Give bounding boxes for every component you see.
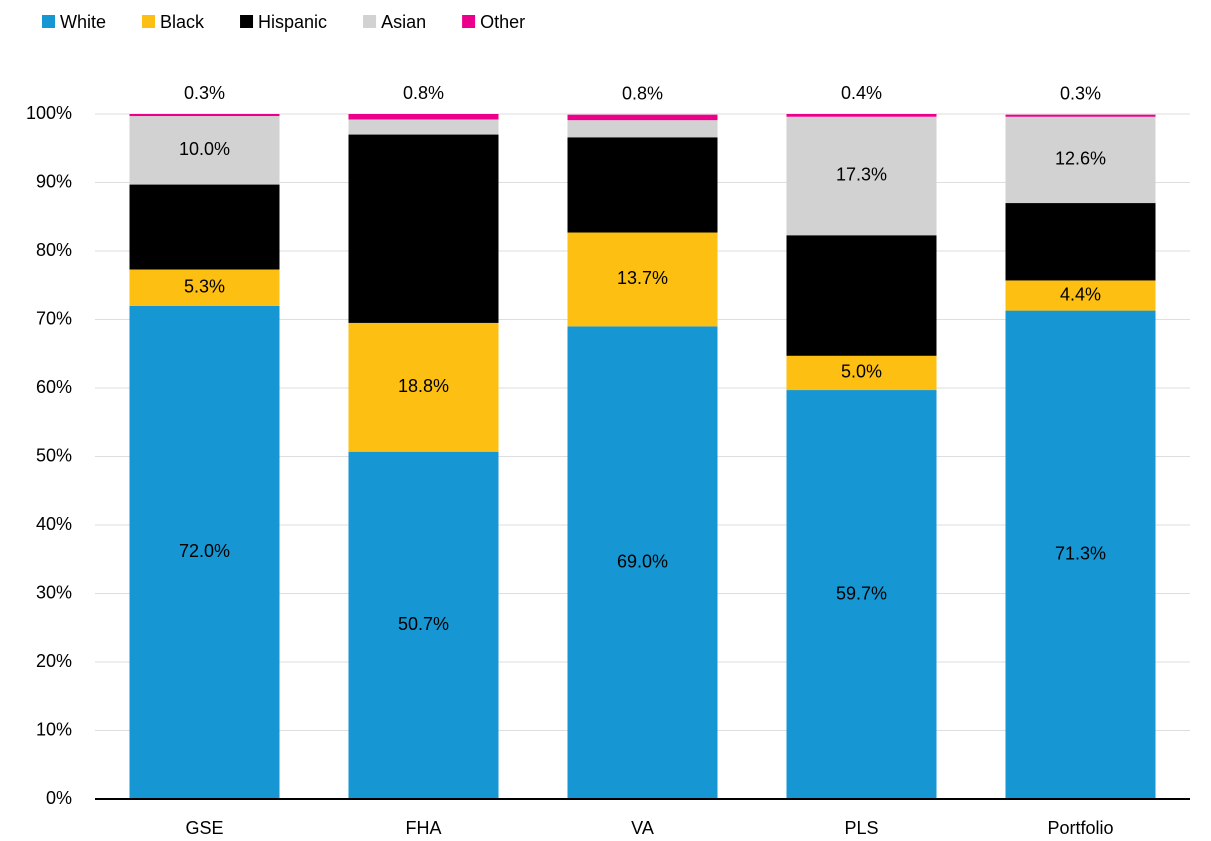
legend-swatch <box>462 15 476 28</box>
x-tick-label: GSE <box>185 818 223 838</box>
bar-segment <box>1005 116 1156 204</box>
y-tick-label: 100% <box>26 103 72 123</box>
bar-segment <box>129 116 280 185</box>
data-label: 12.6% <box>1055 149 1106 169</box>
legend-label: Asian <box>381 12 426 32</box>
y-tick-label: 0% <box>46 788 72 808</box>
bar-segment <box>1005 203 1156 281</box>
bar-segment <box>348 119 499 135</box>
bar-segment <box>567 120 718 138</box>
legend-swatch <box>42 15 55 28</box>
bar-segment <box>786 114 937 117</box>
data-label: 0.4% <box>841 83 882 103</box>
legend-swatch <box>363 15 377 28</box>
data-label: 50.7% <box>398 614 449 634</box>
legend-label: Other <box>480 12 525 32</box>
legend-label: White <box>60 12 106 32</box>
bar-segment <box>129 269 280 306</box>
legend-swatch <box>142 15 156 28</box>
data-label: 72.0% <box>179 541 230 561</box>
bar-segment <box>786 235 937 356</box>
bar-segment <box>129 184 280 270</box>
data-label: 13.9% <box>617 174 668 194</box>
bar-segment <box>786 390 937 799</box>
data-label: 71.3% <box>1055 544 1106 564</box>
data-label: 13.7% <box>617 268 668 288</box>
bar-segment <box>567 137 718 233</box>
bar-segment <box>567 232 718 327</box>
data-label: 2.5% <box>622 138 663 158</box>
x-tick-label: FHA <box>406 818 442 838</box>
data-label: 5.3% <box>184 276 225 296</box>
y-tick-label: 20% <box>36 651 72 671</box>
y-tick-label: 80% <box>36 240 72 260</box>
bar-segment <box>348 114 499 120</box>
data-label: 12.4% <box>179 216 230 236</box>
x-tick-label: VA <box>631 818 654 838</box>
data-label: 11.3% <box>1056 231 1106 251</box>
x-tick-label: Portfolio <box>1047 818 1113 838</box>
bar-segment <box>567 114 718 121</box>
data-label: 0.8% <box>622 83 663 103</box>
bar-segment <box>129 305 280 799</box>
data-label: 10.0% <box>179 139 230 159</box>
y-tick-label: 40% <box>36 514 72 534</box>
data-label: 27.5% <box>398 217 449 237</box>
data-label: 4.4% <box>1060 284 1101 304</box>
bar-segment <box>348 134 499 323</box>
legend-label: Black <box>160 12 205 32</box>
data-label: 0.8% <box>403 83 444 103</box>
bar-segment <box>129 114 280 117</box>
bar-segment <box>786 355 937 391</box>
bar-segment <box>348 451 499 799</box>
y-tick-label: 30% <box>36 582 72 602</box>
bar-segment <box>567 326 718 799</box>
legend-label: Hispanic <box>258 12 327 32</box>
bar-segment <box>1005 280 1156 311</box>
data-label: 17.6% <box>836 284 887 304</box>
data-label: 59.7% <box>836 583 887 603</box>
y-tick-label: 90% <box>36 171 72 191</box>
bar-segment <box>1005 114 1156 117</box>
data-label: 18.8% <box>398 376 449 396</box>
data-label: 69.0% <box>617 551 668 571</box>
y-tick-label: 70% <box>36 308 72 328</box>
data-label: 17.3% <box>836 165 887 185</box>
bar-segment <box>1005 310 1156 799</box>
data-label: 0.3% <box>184 83 225 103</box>
y-tick-label: 50% <box>36 445 72 465</box>
bar-segment <box>348 322 499 452</box>
data-label: 0.3% <box>1060 83 1101 103</box>
x-tick-label: PLS <box>844 818 878 838</box>
y-tick-label: 10% <box>36 719 72 739</box>
data-label: 5.0% <box>841 362 882 382</box>
y-tick-label: 60% <box>36 377 72 397</box>
bar-segment <box>786 116 937 236</box>
data-label: 2.2% <box>403 135 444 155</box>
legend-swatch <box>240 15 254 28</box>
